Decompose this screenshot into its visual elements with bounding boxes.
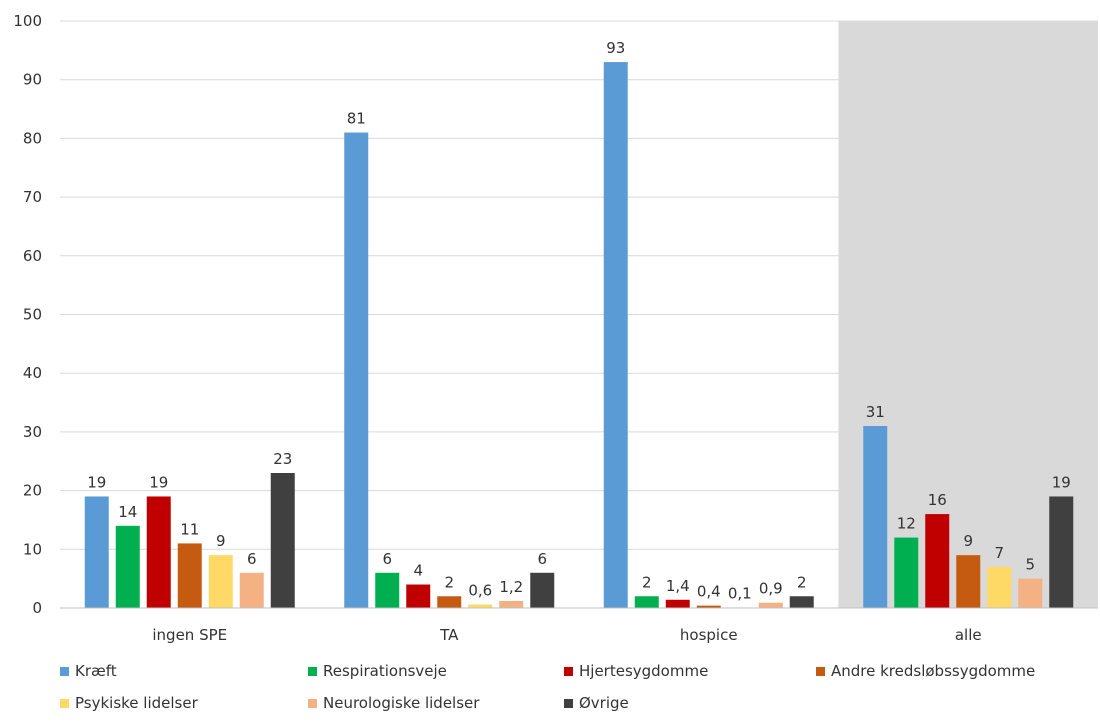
- y-tick-label: 10: [23, 540, 42, 558]
- legend-swatch: [564, 698, 573, 708]
- y-tick-label: 50: [23, 306, 42, 324]
- legend-label: Psykiske lidelser: [75, 694, 198, 712]
- data-label: 5: [1025, 556, 1035, 574]
- data-label: 1,2: [499, 578, 523, 596]
- x-tick-label: hospice: [680, 626, 738, 644]
- y-tick-label: 30: [23, 423, 42, 441]
- legend-swatch: [308, 666, 317, 676]
- bar: [956, 555, 981, 608]
- data-label: 6: [537, 550, 547, 568]
- bar: [115, 525, 140, 608]
- bar: [863, 426, 888, 608]
- legend-swatch: [816, 666, 825, 676]
- x-tick-label: ingen SPE: [152, 626, 227, 644]
- legend-swatch: [308, 698, 317, 708]
- bar: [1018, 578, 1043, 608]
- data-label: 11: [180, 520, 199, 538]
- bar: [239, 572, 264, 608]
- y-tick-label: 100: [13, 12, 42, 30]
- bar: [208, 555, 233, 608]
- bar: [925, 514, 950, 608]
- y-tick-label: 80: [23, 129, 42, 147]
- legend-item: Kræft: [60, 662, 117, 680]
- legend-label: Respirationsveje: [323, 662, 447, 680]
- legend-item: Psykiske lidelser: [60, 694, 198, 712]
- y-tick-label: 20: [23, 482, 42, 500]
- data-label: 31: [866, 403, 885, 421]
- bar: [375, 572, 400, 608]
- data-label: 81: [347, 110, 366, 128]
- y-tick-label: 90: [23, 71, 42, 89]
- bar: [146, 496, 171, 608]
- legend-item: Andre kredsløbssygdomme: [816, 662, 1035, 680]
- legend-swatch: [564, 666, 573, 676]
- bar: [665, 599, 690, 608]
- bar: [344, 132, 369, 608]
- data-labels: 19 14 19 11 9 6 23 81 6 4 2 0,6 1,2 6 93 2 1,4 0,4 0,1 0,9 2…: [87, 39, 1071, 602]
- legend-item: Hjertesygdomme: [564, 662, 708, 680]
- bar: [270, 472, 295, 608]
- bar: [987, 566, 1012, 608]
- data-label: 9: [963, 532, 973, 550]
- axes: 0 10 20 30 40 50 60 70 80 90 100 ingen SPE TA hospice…: [13, 12, 1098, 644]
- legend-item: Respirationsveje: [308, 662, 447, 680]
- data-label: 4: [413, 562, 423, 580]
- legend: Kræft Respirationsveje Hjertesygdomme Andre…: [60, 662, 1090, 722]
- data-label: 16: [928, 491, 947, 509]
- data-label: 0,4: [697, 583, 721, 601]
- legend-item: Øvrige: [564, 694, 629, 712]
- legend-label: Hjertesygdomme: [579, 662, 709, 680]
- data-label: 1,4: [666, 577, 690, 595]
- data-label: 93: [606, 39, 625, 57]
- bar: [1049, 496, 1074, 608]
- data-label: 14: [118, 503, 137, 521]
- bar: [894, 537, 919, 608]
- y-tick-label: 70: [23, 188, 42, 206]
- data-label: 6: [382, 550, 392, 568]
- gridlines: [60, 20, 1098, 609]
- bar: [84, 496, 109, 608]
- data-label: 9: [216, 532, 226, 550]
- data-label: 19: [149, 473, 168, 491]
- bar: [758, 602, 783, 608]
- bar: [696, 605, 721, 608]
- data-label: 7: [994, 544, 1004, 562]
- x-tick-label: alle: [955, 626, 982, 644]
- bar: [789, 596, 814, 608]
- data-label: 19: [1052, 473, 1071, 491]
- x-tick-label: TA: [439, 626, 459, 644]
- y-tick-label: 40: [23, 364, 42, 382]
- data-label: 2: [642, 573, 652, 591]
- bars: [84, 62, 1074, 608]
- data-label: 2: [444, 573, 454, 591]
- legend-label: Andre kredsløbssygdomme: [831, 662, 1036, 680]
- y-tick-label: 60: [23, 247, 42, 265]
- legend-item: Neurologiske lidelser: [308, 694, 479, 712]
- bar: [437, 596, 462, 608]
- legend-label: Kræft: [75, 662, 117, 680]
- data-label: 23: [273, 450, 292, 468]
- y-tick-label: 0: [32, 599, 42, 617]
- bar: [468, 604, 493, 608]
- legend-label: Øvrige: [579, 694, 629, 712]
- bar: [603, 62, 628, 608]
- legend-label: Neurologiske lidelser: [323, 694, 480, 712]
- bar: [499, 600, 524, 608]
- data-label: 0,6: [468, 581, 492, 599]
- bar: [530, 572, 555, 608]
- legend-swatch: [60, 698, 69, 708]
- bar-chart: 19 14 19 11 9 6 23 81 6 4 2 0,6 1,2 6 93 2 1,4 0,4 0,1 0,9 2…: [13, 12, 1098, 644]
- legend-swatch: [60, 666, 69, 676]
- data-label: 0,9: [759, 580, 783, 598]
- bar: [406, 584, 431, 608]
- data-label: 2: [797, 573, 807, 591]
- data-label: 6: [247, 550, 257, 568]
- data-label: 0,1: [728, 584, 752, 602]
- bar: [634, 596, 659, 608]
- data-label: 19: [87, 473, 106, 491]
- data-label: 12: [897, 515, 916, 533]
- bar: [177, 543, 202, 608]
